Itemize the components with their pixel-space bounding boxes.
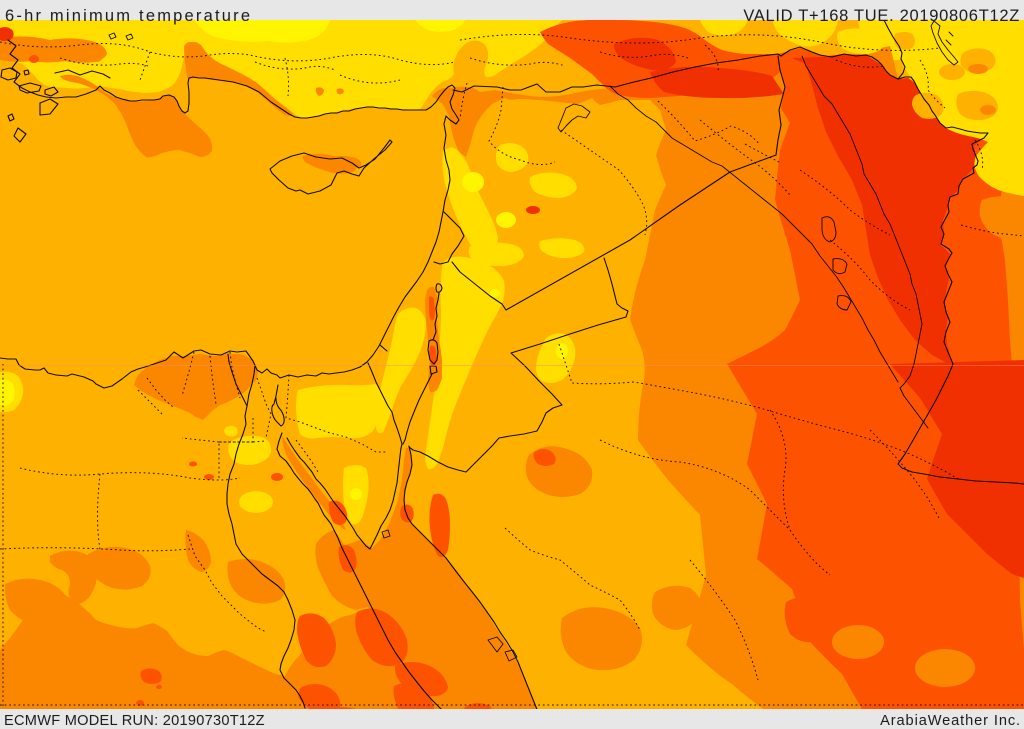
svg-text:ECMWF MODEL RUN: 20190730T12Z: ECMWF MODEL RUN: 20190730T12Z xyxy=(4,713,265,729)
svg-text:VALID T+168 TUE. 20190806T12Z: VALID T+168 TUE. 20190806T12Z xyxy=(743,7,1020,25)
svg-text:6-hr minimum temperature: 6-hr minimum temperature xyxy=(5,7,252,25)
svg-text:ArabiaWeather Inc.: ArabiaWeather Inc. xyxy=(880,713,1021,729)
